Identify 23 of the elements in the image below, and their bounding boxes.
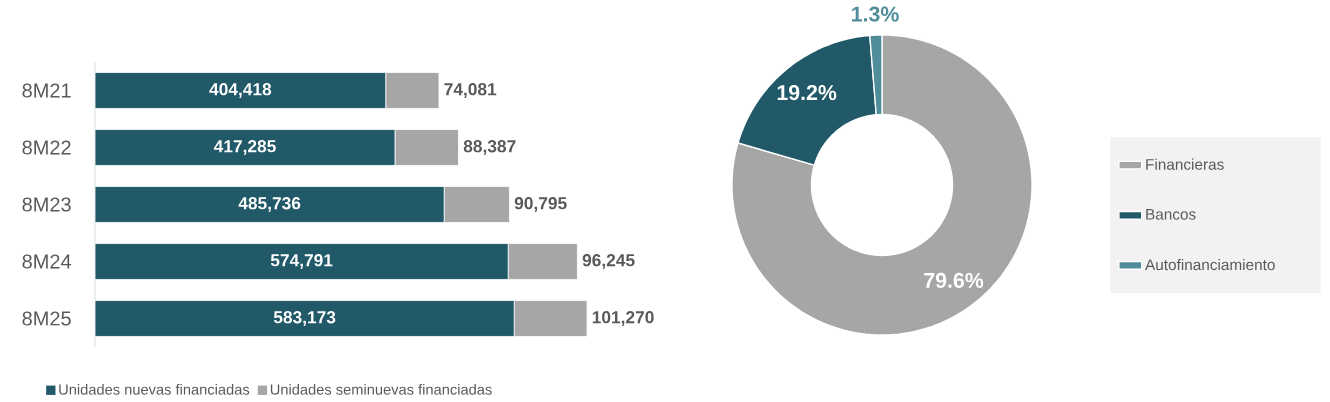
legend-label: Unidades nuevas financiadas: [59, 383, 250, 395]
y-tick-label: 8M23: [22, 197, 71, 212]
legend-label: Bancos: [1146, 209, 1196, 220]
legend-label: Autofinanciamiento: [1145, 258, 1275, 271]
data-label: 90,795: [514, 197, 567, 212]
data-label: 485,736: [238, 197, 301, 212]
legend-label: Unidades seminuevas financiadas: [270, 383, 492, 395]
y-tick-label: 8M24: [22, 254, 72, 269]
data-label: 74,081: [444, 83, 497, 98]
data-label: 101,270: [592, 311, 654, 326]
y-tick-label: 8M22: [22, 140, 71, 155]
data-label: 79.6%: [924, 272, 984, 288]
data-label: 404,418: [209, 83, 272, 98]
data-label: 19.2%: [777, 85, 837, 101]
data-label: 1.3%: [852, 6, 899, 22]
legend-label: Financieras: [1146, 158, 1224, 170]
data-label: 583,173: [273, 311, 336, 326]
data-label: 88,387: [463, 140, 516, 155]
y-tick-label: 8M25: [22, 311, 71, 326]
y-tick-label: 8M21: [22, 83, 71, 98]
data-label: 417,285: [213, 140, 276, 155]
data-label: 96,245: [582, 254, 635, 269]
data-label: 574,791: [270, 254, 333, 269]
